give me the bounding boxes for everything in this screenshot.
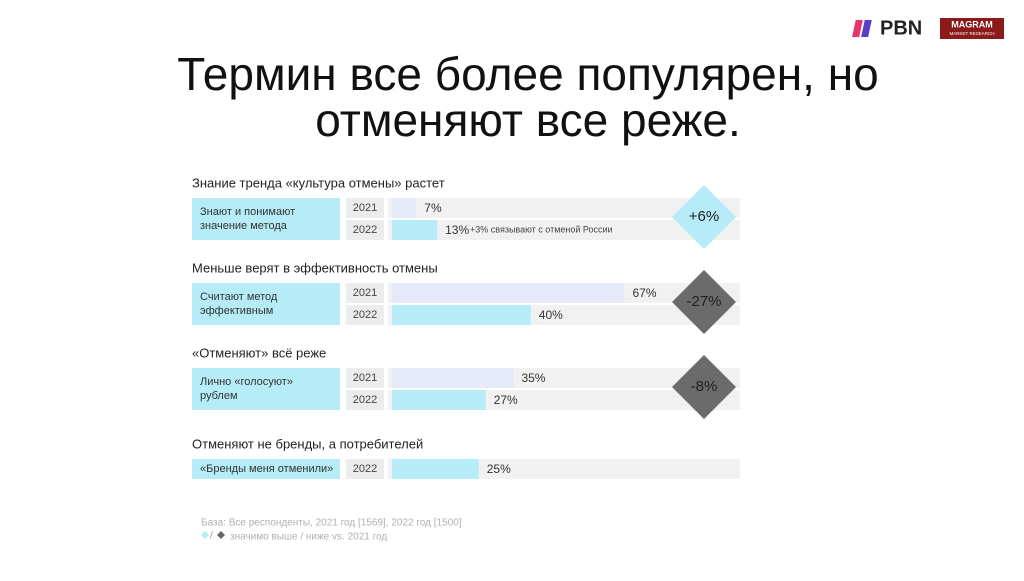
title-line: отменяют все реже.	[315, 94, 741, 146]
legend-diamond	[201, 531, 209, 539]
magram-sub: MARKET RESEARCH	[950, 31, 995, 36]
year-box	[346, 305, 384, 325]
row-label: рублем	[200, 390, 238, 402]
row-label: значение метода	[200, 220, 288, 232]
change-label: +6%	[689, 208, 719, 225]
row-label: эффективным	[200, 305, 273, 317]
label-box	[192, 283, 340, 325]
bar	[392, 459, 479, 479]
row-label: Знают и понимают	[200, 206, 295, 218]
footer-base: База: Все респонденты, 2021 год [1569], …	[201, 518, 462, 529]
logo-box	[940, 18, 1004, 39]
value-label: 7%	[424, 201, 442, 215]
footer-slash: /	[210, 531, 213, 542]
bar	[392, 198, 417, 218]
logo-icon	[852, 20, 863, 37]
bar-track	[388, 220, 740, 240]
year-label: 2022	[353, 463, 377, 475]
value-label: 35%	[521, 371, 545, 385]
label-box	[192, 459, 340, 479]
year-box	[346, 390, 384, 410]
bar	[392, 305, 531, 325]
value-label: 67%	[632, 286, 656, 300]
section-title: «Отменяют» всё реже	[192, 345, 326, 360]
bar	[392, 390, 486, 410]
year-box	[346, 459, 384, 479]
pbn-text: PBN	[880, 17, 922, 39]
label-box	[192, 368, 340, 410]
footer-legend: значимо выше / ниже vs. 2021 год	[230, 532, 387, 543]
value-label: 27%	[494, 393, 518, 407]
change-diamond	[672, 185, 736, 249]
magram-logo: MAGRAM MARKET RESEARCH	[940, 18, 1004, 39]
label-box	[192, 198, 340, 240]
row-label: Считают метод	[200, 291, 278, 303]
title-line: Термин все более популярен, но	[177, 48, 878, 100]
year-label: 2021	[353, 287, 377, 299]
change-label: -27%	[686, 293, 721, 310]
row-note: +3% связывают с отменой России	[470, 224, 613, 234]
magram-text: MAGRAM	[951, 19, 993, 29]
year-label: 2022	[353, 394, 377, 406]
year-box	[346, 368, 384, 388]
value-label: 25%	[487, 462, 511, 476]
year-label: 2022	[353, 224, 377, 236]
year-box	[346, 198, 384, 218]
change-label: -8%	[691, 378, 718, 395]
value-label: 40%	[539, 308, 563, 322]
year-box	[346, 283, 384, 303]
section-title: Знание тренда «культура отмены» растет	[192, 175, 445, 190]
bar	[392, 283, 625, 303]
legend-diamond	[217, 531, 225, 539]
bar	[392, 220, 438, 240]
logo-icon	[861, 20, 872, 37]
section-title: Отменяют не бренды, а потребителей	[192, 436, 423, 451]
row-label: «Бренды меня отменили»	[200, 463, 333, 475]
section-title: Меньше верят в эффективность отмены	[192, 260, 438, 275]
year-label: 2021	[353, 372, 377, 384]
year-label: 2022	[353, 309, 377, 321]
change-diamond	[672, 270, 736, 334]
bar	[392, 368, 514, 388]
pbn-logo: PBN	[852, 17, 922, 39]
bar-track	[388, 198, 740, 218]
row-label: Лично «голосуют»	[200, 376, 293, 388]
value-label: 13%	[445, 223, 469, 237]
year-box	[346, 220, 384, 240]
year-label: 2021	[353, 202, 377, 214]
change-diamond	[672, 355, 736, 419]
